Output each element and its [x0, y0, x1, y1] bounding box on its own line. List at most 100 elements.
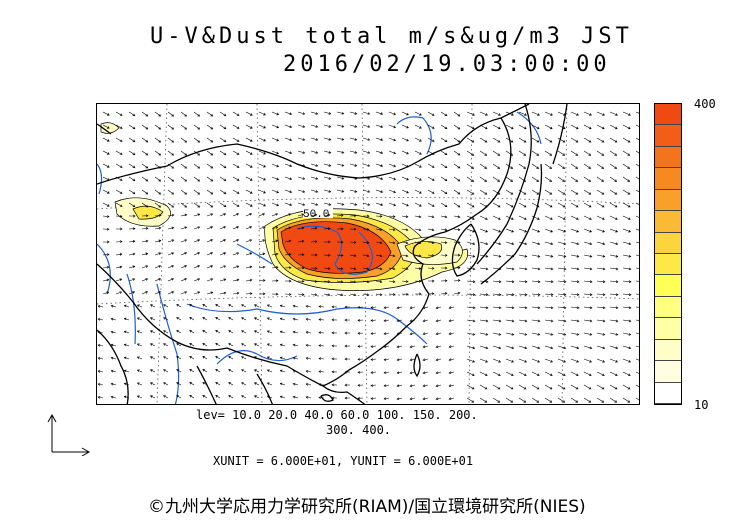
wind-vector	[241, 317, 247, 321]
wind-vector	[344, 370, 351, 374]
rivers	[97, 111, 542, 404]
wind-vector	[427, 202, 435, 207]
wind-vector	[310, 111, 319, 115]
wind-vector	[176, 304, 182, 308]
wind-vector	[362, 241, 370, 244]
wind-vector	[279, 382, 286, 386]
wind-vector	[232, 124, 240, 129]
wind-vector	[505, 150, 514, 156]
wind-vector	[401, 202, 409, 207]
wind-vector	[518, 241, 528, 245]
dust-colorbar	[654, 103, 682, 405]
wind-vector	[435, 306, 442, 310]
wind-vector	[258, 213, 266, 217]
wind-vector	[241, 369, 247, 373]
wind-vector	[245, 163, 253, 168]
wind-vector	[383, 332, 390, 335]
wind-vector	[180, 176, 188, 182]
wind-vector	[284, 124, 293, 128]
wind-vector	[336, 280, 344, 284]
wind-vector	[557, 319, 567, 323]
wind-vector	[622, 241, 632, 245]
wind-vector	[596, 137, 605, 143]
wind-vector	[180, 226, 188, 230]
wind-vector	[622, 397, 631, 403]
wind-vector	[362, 111, 371, 115]
wind-vector	[232, 226, 240, 230]
wind-vector	[284, 202, 293, 206]
wind-vector	[253, 343, 260, 347]
colorbar-band	[655, 275, 681, 297]
wind-vector	[518, 176, 527, 182]
wind-vector	[245, 239, 253, 243]
wind-vector	[427, 137, 435, 142]
wind-vector	[349, 280, 357, 284]
wind-vector	[154, 189, 162, 195]
wind-vector	[149, 369, 156, 373]
wind-vector	[609, 189, 618, 195]
wind-vector	[518, 332, 528, 336]
wind-vector	[163, 369, 169, 373]
wind-vector	[518, 397, 527, 403]
wind-vector	[323, 293, 331, 297]
wind-vector	[102, 163, 110, 168]
wind-vector	[110, 330, 117, 334]
wind-vector	[110, 395, 117, 399]
wind-vector	[241, 382, 247, 386]
wind-vector	[596, 215, 605, 220]
wind-vector	[635, 176, 639, 180]
wind-vector	[448, 306, 455, 310]
wind-vector	[583, 254, 593, 258]
wind-vector	[206, 265, 214, 269]
wind-vector	[383, 306, 390, 309]
wind-vector	[388, 137, 397, 142]
wind-vector	[570, 111, 579, 116]
wind-vector	[357, 331, 364, 335]
wind-vector	[479, 254, 489, 258]
wind-vector	[583, 293, 593, 296]
wind-vector	[110, 343, 117, 347]
wind-vector	[448, 345, 455, 349]
wind-vector	[583, 137, 592, 143]
wind-vector	[279, 356, 286, 360]
wind-vector	[415, 292, 422, 296]
wind-vector	[466, 397, 475, 403]
wind-vector	[375, 150, 384, 154]
wind-vector	[180, 278, 188, 282]
wind-vector	[583, 267, 593, 271]
wind-vector	[110, 382, 117, 386]
wind-vector	[271, 213, 279, 217]
wind-vector	[435, 345, 442, 349]
wind-vector	[635, 137, 639, 141]
wind-vector	[141, 124, 149, 130]
wind-vector	[427, 292, 435, 296]
wind-vector	[531, 215, 540, 220]
wind-vector	[167, 252, 175, 256]
wind-vector	[570, 293, 580, 296]
wind-vector	[596, 163, 605, 169]
wind-vector	[570, 319, 580, 323]
wind-vector	[448, 319, 455, 323]
wind-vector	[427, 215, 435, 219]
wind-vector	[414, 228, 422, 232]
wind-vector	[466, 150, 475, 156]
wind-vector	[284, 239, 292, 243]
wind-vector	[622, 254, 632, 258]
wind-vector	[310, 176, 319, 180]
wind-vector	[232, 176, 240, 181]
wind-vector	[422, 319, 429, 323]
wind-vector	[435, 397, 442, 401]
wind-vector	[505, 267, 515, 271]
wind-vector	[305, 331, 312, 334]
wind-vector	[635, 111, 639, 114]
wind-vector	[505, 319, 515, 323]
wind-vector	[245, 202, 253, 207]
wind-vector	[123, 382, 130, 386]
wind-vector	[448, 371, 455, 375]
wind-vector	[609, 319, 619, 323]
wind-vector	[141, 176, 149, 182]
wind-vector	[427, 111, 435, 116]
wind-vector	[448, 332, 455, 336]
colorbar-band	[655, 125, 681, 147]
wind-vector	[557, 189, 566, 195]
